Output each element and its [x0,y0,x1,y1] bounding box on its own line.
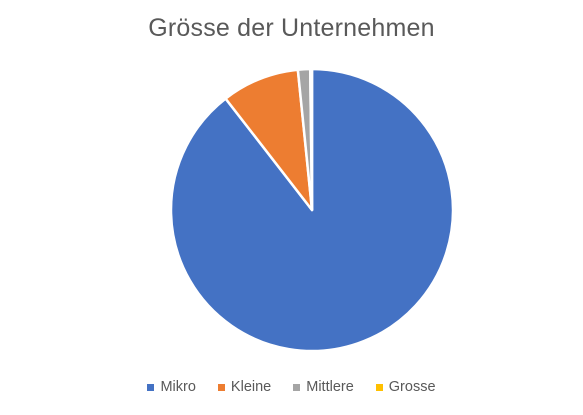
chart-title: Grösse der Unternehmen [148,14,435,42]
legend-item-mittlere: Mittlere [293,379,354,395]
legend-item-grosse: Grosse [375,379,436,395]
legend-swatch [293,383,301,391]
legend-label: Mittlere [306,379,354,395]
legend-label: Grosse [388,379,436,395]
legend-swatch [217,383,225,391]
legend-swatch [375,383,383,391]
legend-swatch [147,383,155,391]
legend-label: Kleine [230,379,272,395]
pie-slice-grosse [308,67,314,212]
legend-item-mikro: Mikro [147,379,196,395]
legend-item-kleine: Kleine [217,379,272,395]
legend-label: Mikro [160,379,196,395]
chart-legend: Mikro Kleine Mittlere Grosse [0,379,583,395]
